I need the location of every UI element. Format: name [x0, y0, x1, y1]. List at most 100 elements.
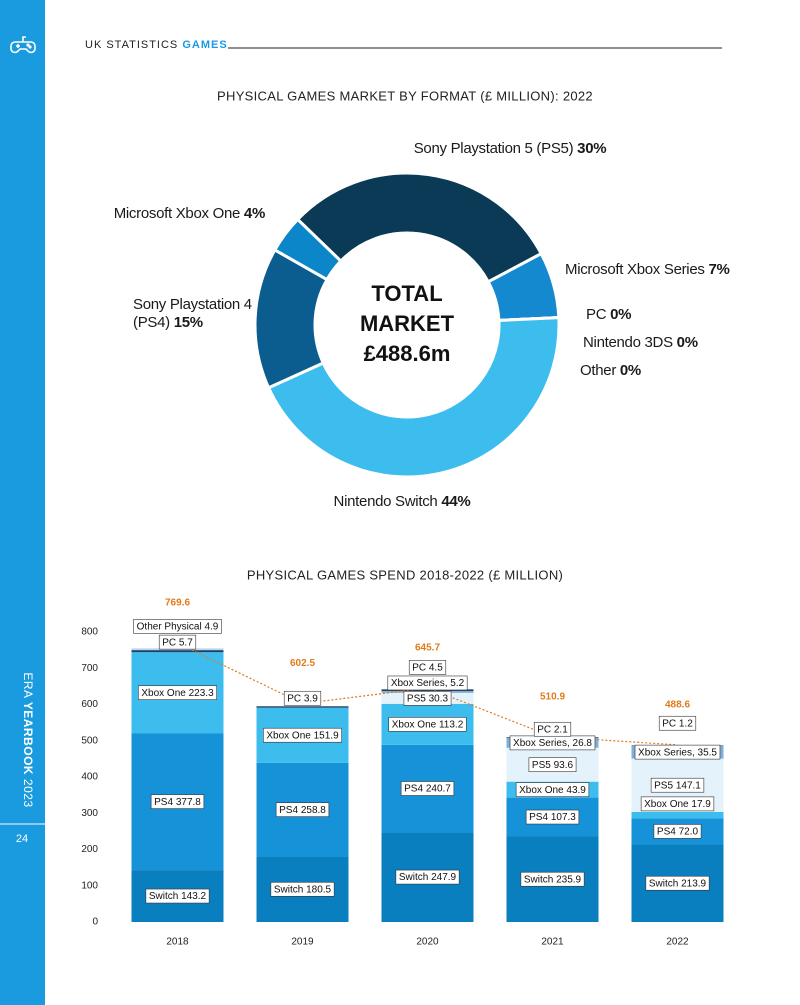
label-box [645, 875, 710, 891]
label-text: Xbox One 17.9 [644, 799, 711, 810]
bar-segment [256, 706, 349, 708]
label-text: Xbox Series, 26.8 [513, 738, 592, 749]
value-label: PC 1.2 [658, 715, 697, 731]
donut-slice [295, 171, 544, 284]
label-box [520, 871, 585, 887]
y-tick-label: 800 [81, 627, 98, 638]
value-label: PS4 240.7 [400, 781, 455, 796]
slice-label: PC 0% [586, 306, 632, 324]
value-label: Xbox One 43.9 [515, 782, 590, 797]
label-box [138, 685, 217, 700]
label-box [634, 744, 721, 760]
label-text: PS5 147.1 [654, 780, 701, 791]
value-label: PS5 30.3 [403, 691, 452, 706]
y-tick-label: 100 [81, 880, 98, 891]
section: UK STATISTICS [85, 39, 178, 51]
total-label: 645.7 [415, 643, 440, 654]
label-box [133, 619, 222, 634]
slice-name: Nintendo 3DS [583, 334, 673, 351]
bar-segment [131, 650, 224, 653]
value-label: Xbox Series, 5.2 [387, 675, 468, 691]
value-label: PS4 258.8 [275, 802, 330, 817]
value-label: PS5 147.1 [650, 777, 705, 793]
y-tick-label: 500 [81, 735, 98, 746]
y-tick-label: 700 [81, 663, 98, 674]
label-box [275, 802, 330, 817]
label-box [403, 691, 452, 706]
label-text: PS4 377.8 [154, 797, 201, 808]
slice-label: Microsoft Xbox Series 7% [565, 261, 730, 279]
donut-slice [272, 217, 343, 282]
value-label: PC 4.5 [408, 660, 447, 675]
label-box [640, 796, 715, 812]
y-tick-label: 0 [92, 917, 98, 928]
slice-label: Sony Playstation 5 (PS5) 30% [414, 140, 607, 158]
x-tick-label: 2022 [666, 937, 689, 948]
slice-name: Other [580, 362, 617, 379]
value-label: PS5 93.6 [528, 757, 577, 773]
center-label: TOTAL [371, 281, 442, 306]
value-label: PC 2.1 [533, 721, 572, 737]
page-number: 24 [16, 833, 28, 845]
slice-value: 0% [610, 306, 632, 323]
value-label: Xbox One 17.9 [640, 796, 715, 812]
slice-name: PC [586, 306, 607, 323]
value-label: Xbox One 223.3 [138, 685, 217, 700]
label-text: Switch 235.9 [524, 874, 582, 885]
label-text: Xbox Series, 5.2 [391, 678, 465, 689]
x-tick-label: 2019 [291, 937, 314, 948]
label-text: PC 4.5 [412, 662, 443, 673]
slice-name: Sony Playstation 5 (PS5) [413, 140, 574, 157]
value-label: PS4 107.3 [525, 809, 580, 825]
label-text: Xbox One 151.9 [266, 730, 339, 741]
label-box [400, 781, 455, 796]
topic: GAMES [182, 39, 227, 51]
value-label: Xbox Series, 35.5 [634, 744, 721, 760]
label-text: PS4 72.0 [657, 827, 699, 838]
label-box [263, 727, 342, 743]
label-text: Xbox Series, 35.5 [638, 747, 717, 758]
label-text: PC 3.9 [287, 693, 318, 704]
label-box [533, 721, 572, 737]
label-box [388, 717, 467, 732]
label-box [145, 888, 210, 904]
label-text: PC 2.1 [537, 724, 568, 735]
sidebar-label: ERA YEARBOOK 2023 [21, 672, 35, 807]
total-label: 510.9 [540, 691, 565, 702]
label-box [515, 782, 590, 797]
chart-title: PHYSICAL GAMES MARKET BY FORMAT (£ MILLI… [217, 88, 593, 103]
slice-label: Nintendo Switch 44% [334, 493, 471, 511]
label-box [158, 634, 197, 650]
y-tick-label: 400 [81, 772, 98, 783]
label-box [387, 675, 468, 691]
sidebar [0, 0, 45, 1005]
slice-label: Nintendo 3DS 0% [583, 334, 698, 352]
donut-slice [266, 316, 561, 479]
gamepad-icon [10, 36, 36, 54]
slice-value: 15% [173, 314, 203, 331]
x-tick-label: 2018 [166, 937, 189, 948]
label-text: PC 5.7 [162, 637, 193, 648]
label-box [150, 794, 205, 809]
label-text: Switch 247.9 [399, 872, 457, 883]
slice-label: Sony Playstation 4 (PS4) 15% [133, 296, 253, 332]
bar-segment [631, 811, 724, 819]
slice-value: 4% [243, 205, 265, 222]
label-box [650, 777, 705, 793]
slice-label: Other 0% [580, 362, 641, 380]
label-text: Other Physical 4.9 [137, 621, 219, 632]
label-box [283, 690, 322, 706]
total-label: 488.6 [665, 700, 690, 711]
value-label: Switch 247.9 [395, 869, 460, 885]
slice-value: 44% [441, 493, 471, 510]
label-text: Xbox One 223.3 [141, 688, 214, 699]
value-label: PC 5.7 [158, 634, 197, 650]
label-text: PS5 30.3 [407, 693, 449, 704]
total-label: 602.5 [290, 658, 315, 669]
label-text: PC 1.2 [662, 718, 693, 729]
label-box [528, 757, 577, 773]
label-text: Switch 213.9 [649, 878, 707, 889]
label-box [270, 881, 335, 897]
brand: ERA [21, 672, 35, 698]
